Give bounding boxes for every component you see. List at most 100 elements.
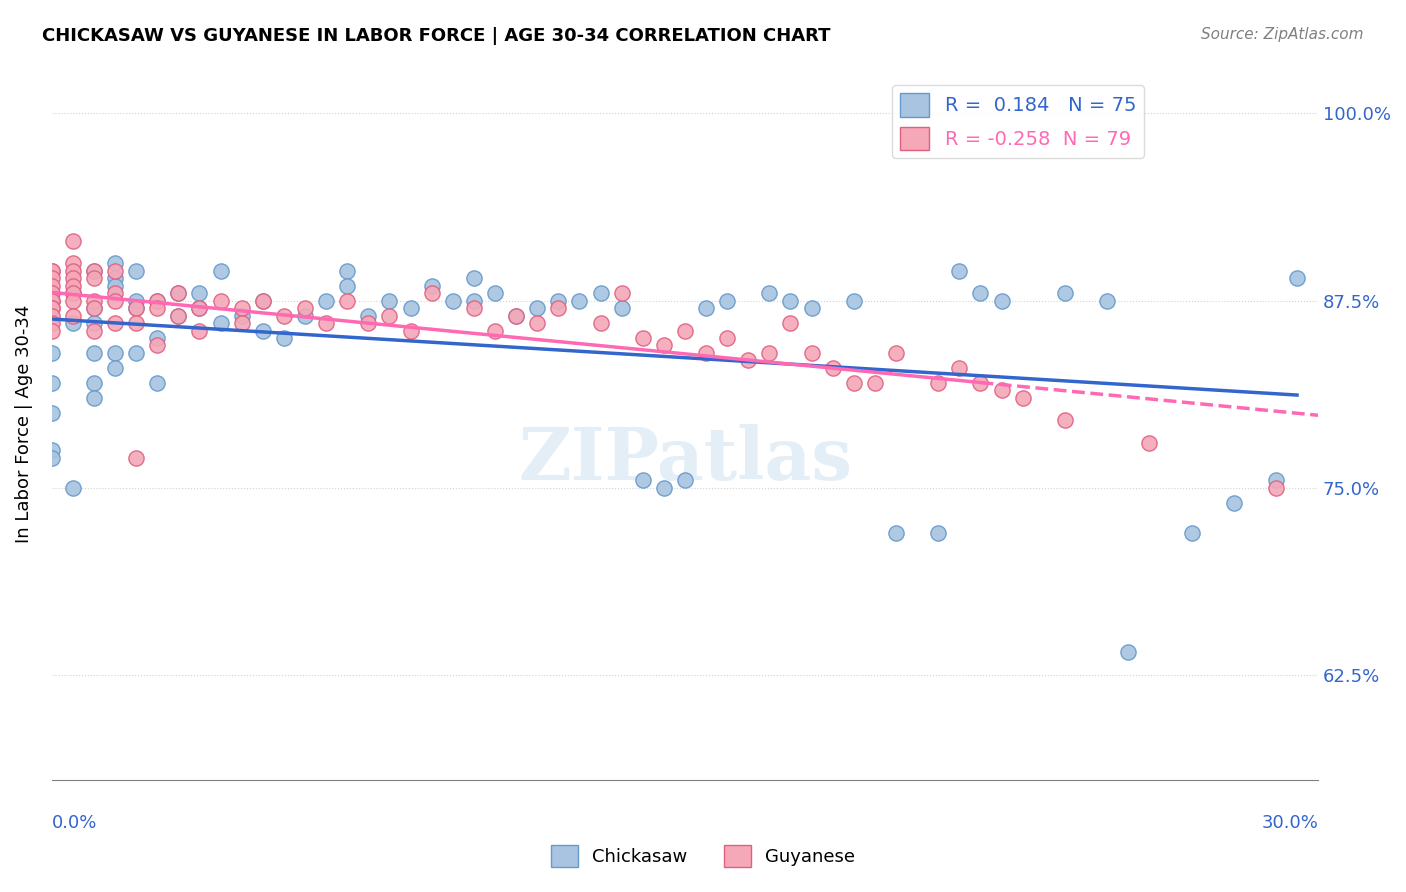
Point bbox=[62, 293, 84, 308]
Point bbox=[146, 301, 169, 315]
Legend: R =  0.184   N = 75, R = -0.258  N = 79: R = 0.184 N = 75, R = -0.258 N = 79 bbox=[891, 86, 1144, 158]
Point bbox=[1053, 286, 1076, 301]
Point bbox=[610, 286, 633, 301]
Point bbox=[315, 293, 337, 308]
Point bbox=[463, 301, 485, 315]
Point bbox=[695, 346, 717, 360]
Text: 30.0%: 30.0% bbox=[1261, 814, 1319, 832]
Point bbox=[505, 309, 527, 323]
Point bbox=[526, 316, 548, 330]
Point bbox=[83, 391, 105, 405]
Point bbox=[631, 473, 654, 487]
Point bbox=[758, 286, 780, 301]
Point bbox=[41, 286, 63, 301]
Point bbox=[294, 301, 316, 315]
Point bbox=[463, 293, 485, 308]
Text: CHICKASAW VS GUYANESE IN LABOR FORCE | AGE 30-34 CORRELATION CHART: CHICKASAW VS GUYANESE IN LABOR FORCE | A… bbox=[42, 27, 831, 45]
Point bbox=[948, 263, 970, 277]
Point bbox=[231, 309, 253, 323]
Point bbox=[252, 293, 274, 308]
Point bbox=[378, 293, 401, 308]
Point bbox=[188, 324, 211, 338]
Point bbox=[41, 324, 63, 338]
Point bbox=[1222, 496, 1244, 510]
Point bbox=[779, 293, 801, 308]
Point bbox=[969, 286, 991, 301]
Point bbox=[125, 301, 148, 315]
Point bbox=[737, 353, 759, 368]
Point bbox=[378, 309, 401, 323]
Point bbox=[41, 376, 63, 390]
Point bbox=[842, 293, 865, 308]
Point bbox=[83, 376, 105, 390]
Point bbox=[62, 481, 84, 495]
Legend: Chickasaw, Guyanese: Chickasaw, Guyanese bbox=[544, 838, 862, 874]
Point bbox=[167, 286, 190, 301]
Point bbox=[948, 361, 970, 376]
Point bbox=[83, 346, 105, 360]
Point bbox=[41, 301, 63, 315]
Point bbox=[83, 293, 105, 308]
Point bbox=[842, 376, 865, 390]
Point bbox=[41, 293, 63, 308]
Point bbox=[863, 376, 886, 390]
Point bbox=[336, 278, 359, 293]
Point bbox=[1116, 645, 1139, 659]
Point bbox=[505, 309, 527, 323]
Point bbox=[884, 346, 907, 360]
Point bbox=[41, 316, 63, 330]
Point bbox=[420, 286, 443, 301]
Point bbox=[1264, 473, 1286, 487]
Point bbox=[273, 331, 295, 345]
Point bbox=[547, 293, 569, 308]
Point bbox=[62, 263, 84, 277]
Point bbox=[125, 346, 148, 360]
Point bbox=[62, 271, 84, 285]
Point bbox=[294, 309, 316, 323]
Point bbox=[146, 293, 169, 308]
Point bbox=[104, 256, 127, 270]
Point bbox=[821, 361, 844, 376]
Point bbox=[41, 293, 63, 308]
Point bbox=[779, 316, 801, 330]
Point bbox=[167, 309, 190, 323]
Point bbox=[83, 263, 105, 277]
Y-axis label: In Labor Force | Age 30-34: In Labor Force | Age 30-34 bbox=[15, 305, 32, 543]
Point bbox=[969, 376, 991, 390]
Point bbox=[441, 293, 464, 308]
Point bbox=[125, 293, 148, 308]
Point bbox=[357, 309, 380, 323]
Point bbox=[41, 450, 63, 465]
Point bbox=[990, 293, 1012, 308]
Point bbox=[927, 525, 949, 540]
Point bbox=[167, 286, 190, 301]
Point bbox=[125, 450, 148, 465]
Point bbox=[209, 293, 232, 308]
Point bbox=[1053, 413, 1076, 427]
Point bbox=[41, 263, 63, 277]
Point bbox=[652, 481, 675, 495]
Point bbox=[568, 293, 591, 308]
Point bbox=[41, 271, 63, 285]
Point bbox=[41, 346, 63, 360]
Point bbox=[188, 301, 211, 315]
Point bbox=[83, 271, 105, 285]
Point bbox=[399, 324, 422, 338]
Point bbox=[62, 286, 84, 301]
Point bbox=[1095, 293, 1118, 308]
Point bbox=[104, 316, 127, 330]
Point bbox=[758, 346, 780, 360]
Point bbox=[41, 278, 63, 293]
Point bbox=[1264, 481, 1286, 495]
Point bbox=[125, 301, 148, 315]
Point bbox=[209, 263, 232, 277]
Point bbox=[41, 406, 63, 420]
Point bbox=[104, 286, 127, 301]
Point bbox=[104, 293, 127, 308]
Text: ZIPatlas: ZIPatlas bbox=[517, 425, 852, 495]
Point bbox=[1285, 271, 1308, 285]
Point bbox=[357, 316, 380, 330]
Point bbox=[231, 316, 253, 330]
Point bbox=[146, 293, 169, 308]
Point bbox=[1137, 435, 1160, 450]
